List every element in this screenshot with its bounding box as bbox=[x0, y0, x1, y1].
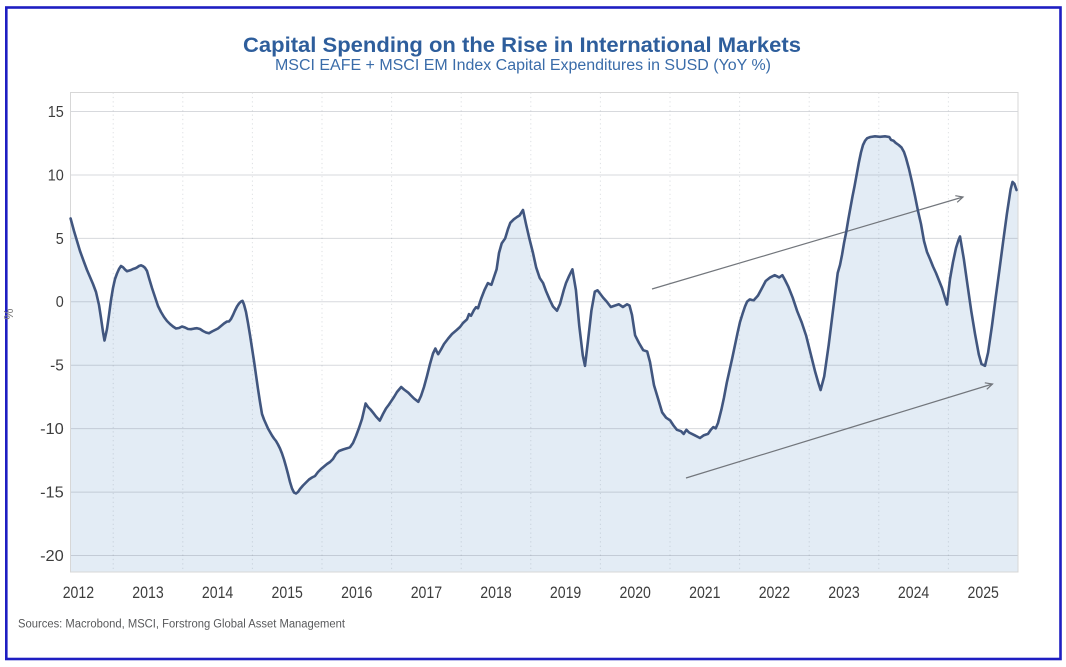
svg-text:%: % bbox=[2, 308, 16, 319]
svg-text:0: 0 bbox=[56, 294, 64, 311]
svg-text:2019: 2019 bbox=[550, 583, 581, 602]
svg-text:Capital Spending on the Rise i: Capital Spending on the Rise in Internat… bbox=[243, 33, 801, 57]
svg-text:2012: 2012 bbox=[63, 583, 94, 602]
svg-text:2021: 2021 bbox=[689, 583, 720, 602]
svg-text:2023: 2023 bbox=[828, 583, 859, 602]
svg-text:2014: 2014 bbox=[202, 583, 233, 602]
svg-text:Sources: Macrobond, MSCI, Fors: Sources: Macrobond, MSCI, Forstrong Glob… bbox=[18, 619, 346, 631]
svg-text:10: 10 bbox=[48, 167, 64, 184]
svg-text:2013: 2013 bbox=[132, 583, 163, 602]
svg-text:2017: 2017 bbox=[411, 583, 442, 602]
svg-text:2025: 2025 bbox=[968, 583, 999, 602]
svg-text:2018: 2018 bbox=[480, 583, 511, 602]
svg-text:-20: -20 bbox=[40, 548, 64, 565]
svg-text:15: 15 bbox=[48, 104, 64, 121]
svg-text:5: 5 bbox=[56, 231, 64, 248]
svg-text:-15: -15 bbox=[40, 485, 64, 502]
svg-text:-10: -10 bbox=[40, 421, 64, 438]
svg-text:2024: 2024 bbox=[898, 583, 929, 602]
svg-text:2020: 2020 bbox=[620, 583, 651, 602]
svg-text:2015: 2015 bbox=[272, 583, 303, 602]
svg-text:-5: -5 bbox=[50, 358, 64, 375]
svg-text:2016: 2016 bbox=[341, 583, 372, 602]
svg-text:MSCI EAFE + MSCI EM Index Capi: MSCI EAFE + MSCI EM Index Capital Expend… bbox=[275, 57, 771, 74]
svg-text:2022: 2022 bbox=[759, 583, 790, 602]
